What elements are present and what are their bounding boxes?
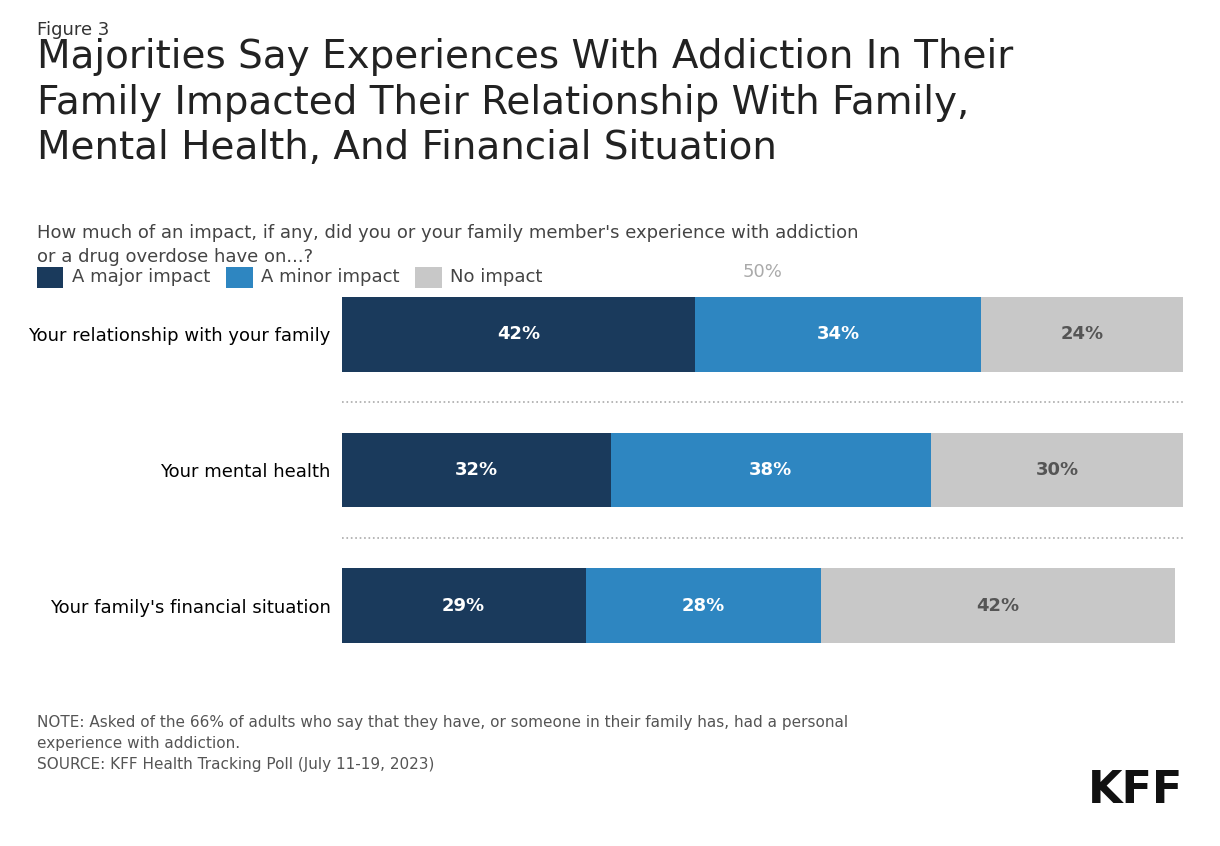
Bar <box>695 297 981 371</box>
Text: 50%: 50% <box>743 263 782 281</box>
Text: Majorities Say Experiences With Addiction In Their
Family Impacted Their Relatio: Majorities Say Experiences With Addictio… <box>37 38 1013 167</box>
Bar <box>586 569 821 643</box>
Bar <box>342 297 695 371</box>
Bar <box>342 433 611 508</box>
Text: 24%: 24% <box>1061 326 1104 343</box>
Text: NOTE: Asked of the 66% of adults who say that they have, or someone in their fam: NOTE: Asked of the 66% of adults who say… <box>37 715 848 772</box>
Text: 32%: 32% <box>455 461 498 479</box>
Text: 42%: 42% <box>977 596 1020 614</box>
Bar <box>611 433 931 508</box>
Text: A minor impact: A minor impact <box>261 268 400 287</box>
Text: A major impact: A major impact <box>72 268 210 287</box>
Bar <box>931 433 1183 508</box>
Bar <box>821 569 1175 643</box>
Text: KFF: KFF <box>1088 769 1183 812</box>
Bar <box>981 297 1183 371</box>
Text: No impact: No impact <box>450 268 543 287</box>
Text: 30%: 30% <box>1036 461 1078 479</box>
Text: Figure 3: Figure 3 <box>37 21 109 39</box>
Text: 34%: 34% <box>816 326 860 343</box>
Text: 28%: 28% <box>682 596 725 614</box>
Text: 38%: 38% <box>749 461 793 479</box>
Text: How much of an impact, if any, did you or your family member's experience with a: How much of an impact, if any, did you o… <box>37 224 858 266</box>
Text: 29%: 29% <box>442 596 486 614</box>
Text: 42%: 42% <box>497 326 540 343</box>
Bar <box>342 569 586 643</box>
